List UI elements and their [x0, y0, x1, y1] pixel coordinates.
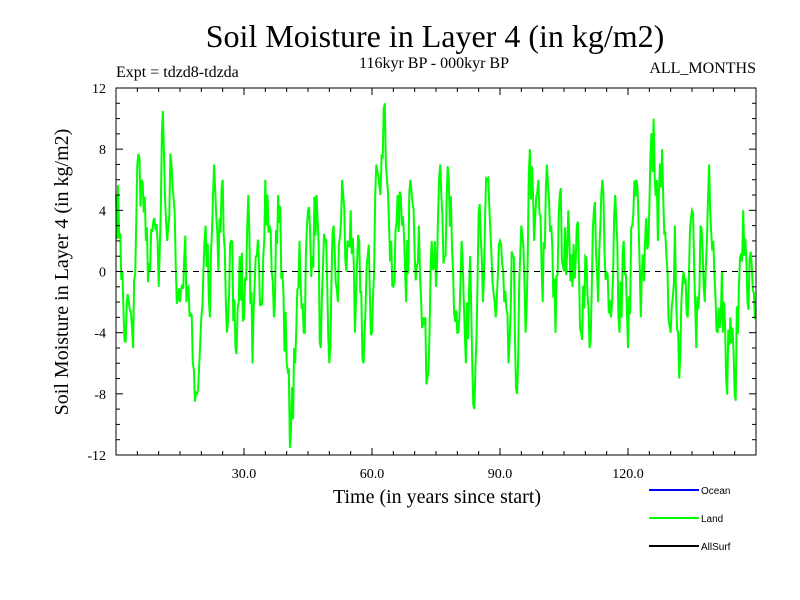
y-tick-label: -8: [94, 388, 106, 403]
y-tick-label: 4: [99, 204, 106, 219]
chart-title: Soil Moisture in Layer 4 (in kg/m2): [206, 18, 665, 54]
x-tick-label: 90.0: [488, 467, 513, 482]
y-tick-label: 8: [99, 143, 106, 158]
x-tick-label: 60.0: [360, 467, 385, 482]
legend-label-land: Land: [701, 514, 723, 525]
x-tick-label: 120.0: [612, 467, 644, 482]
months-note: ALL_MONTHS: [649, 60, 756, 77]
legend-label-allsurf: AllSurf: [701, 542, 731, 553]
chart-subtitle: 116kyr BP - 000kyr BP: [359, 55, 509, 72]
x-tick-label: 30.0: [232, 467, 257, 482]
axis-ticks: -12 -8 -4 0 4 8 12 30.0 60.0 90.0 120.0: [87, 82, 756, 482]
y-tick-label: -4: [94, 327, 106, 342]
y-tick-label: 12: [92, 82, 106, 97]
legend-label-ocean: Ocean: [701, 486, 730, 497]
series-line-land: [115, 103, 757, 448]
y-tick-label: 0: [99, 266, 106, 281]
series-layer: [115, 103, 757, 448]
experiment-note: Expt = tdzd8-tdzda: [116, 64, 239, 81]
y-axis-label: Soil Moisture in Layer 4 (in kg/m2): [51, 129, 73, 416]
x-axis-label: Time (in years since start): [333, 486, 541, 508]
legend: Ocean Land AllSurf: [649, 486, 731, 553]
plot-frame: [115, 87, 757, 456]
y-tick-label: -12: [87, 449, 106, 464]
